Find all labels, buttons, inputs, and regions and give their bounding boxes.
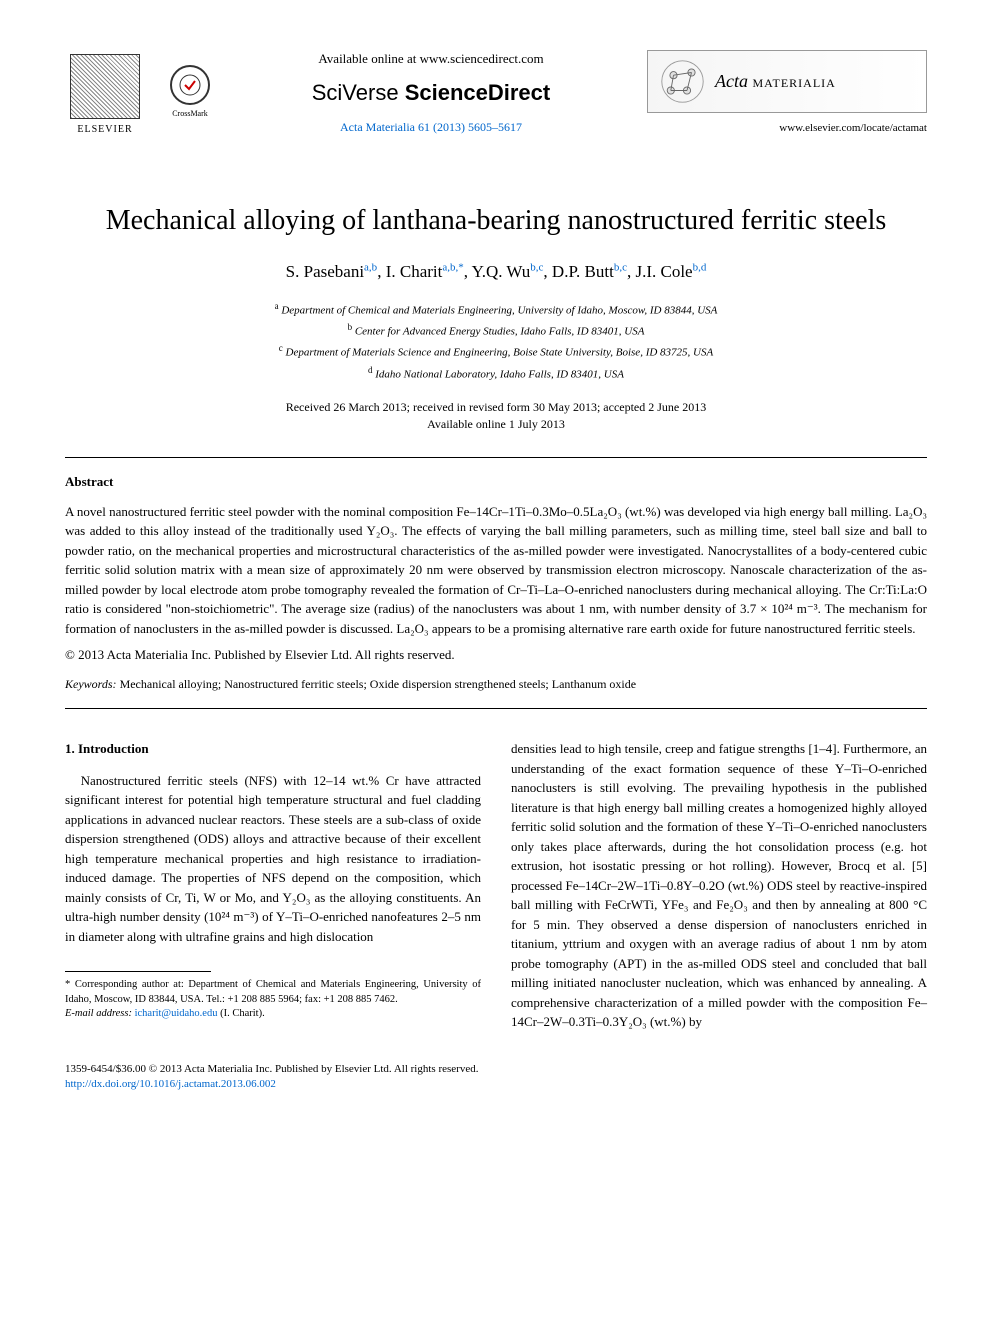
crossmark-badge[interactable]: CrossMark: [165, 65, 215, 125]
footnote-rule: [65, 971, 211, 972]
corresponding-author: * Corresponding author at: Department of…: [65, 978, 481, 1007]
sciverse-text: SciVerse: [312, 80, 399, 105]
footnote: * Corresponding author at: Department of…: [65, 978, 481, 1022]
email-label: E-mail address:: [65, 1008, 132, 1019]
affiliation-d: d Idaho National Laboratory, Idaho Falls…: [65, 363, 927, 384]
affiliation-a: a Department of Chemical and Materials E…: [65, 299, 927, 320]
available-online-text: Available online at www.sciencedirect.co…: [215, 50, 647, 68]
doi-link[interactable]: http://dx.doi.org/10.1016/j.actamat.2013…: [65, 1077, 927, 1092]
email-link[interactable]: icharit@uidaho.edu: [135, 1008, 218, 1019]
journal-acta: Acta: [715, 71, 748, 91]
rule-top: [65, 457, 927, 458]
sciencedirect-text: ScienceDirect: [405, 80, 551, 105]
keywords-text: Mechanical alloying; Nanostructured ferr…: [120, 677, 637, 691]
journal-name: Acta MATERIALIA: [715, 69, 836, 94]
intro-heading: 1. Introduction: [65, 739, 481, 759]
elsevier-tree-icon: [70, 54, 140, 119]
keywords: Keywords: Mechanical alloying; Nanostruc…: [65, 676, 927, 693]
abstract-heading: Abstract: [65, 473, 927, 491]
authors-list: S. Pasebania,b, I. Charita,b,*, Y.Q. Wub…: [65, 260, 927, 284]
article-dates: Received 26 March 2013; received in revi…: [65, 399, 927, 433]
email-name: (I. Charit).: [220, 1008, 265, 1019]
journal-icon: [660, 59, 705, 104]
affiliation-c: c Department of Materials Science and En…: [65, 341, 927, 362]
page-footer: 1359-6454/$36.00 © 2013 Acta Materialia …: [65, 1062, 927, 1093]
abstract-text: A novel nanostructured ferritic steel po…: [65, 502, 927, 639]
keywords-label: Keywords:: [65, 677, 117, 691]
affiliations: a Department of Chemical and Materials E…: [65, 299, 927, 384]
author-2[interactable]: I. Charita,b,*: [386, 262, 464, 281]
copyright-text: © 2013 Acta Materialia Inc. Published by…: [65, 646, 927, 664]
header-right: Acta MATERIALIA www.elsevier.com/locate/…: [647, 50, 927, 136]
rule-bottom: [65, 708, 927, 709]
header-center: Available online at www.sciencedirect.co…: [215, 50, 647, 161]
journal-badge[interactable]: Acta MATERIALIA: [647, 50, 927, 113]
crossmark-label: CrossMark: [172, 108, 208, 119]
author-1[interactable]: S. Pasebania,b: [286, 262, 378, 281]
online-date: Available online 1 July 2013: [65, 416, 927, 433]
author-3[interactable]: Y.Q. Wub,c: [472, 262, 544, 281]
article-title: Mechanical alloying of lanthana-bearing …: [65, 201, 927, 240]
journal-url[interactable]: www.elsevier.com/locate/actamat: [647, 121, 927, 136]
body-columns: 1. Introduction Nanostructured ferritic …: [65, 739, 927, 1032]
column-left: 1. Introduction Nanostructured ferritic …: [65, 739, 481, 1032]
author-4[interactable]: D.P. Buttb,c: [552, 262, 627, 281]
footer-price: 1359-6454/$36.00 © 2013 Acta Materialia …: [65, 1062, 927, 1077]
email-line: E-mail address: icharit@uidaho.edu (I. C…: [65, 1007, 481, 1022]
intro-col1-text: Nanostructured ferritic steels (NFS) wit…: [65, 771, 481, 947]
crossmark-icon: [170, 65, 210, 105]
sciencedirect-logo[interactable]: SciVerse ScienceDirect: [215, 78, 647, 109]
journal-materialia: MATERIALIA: [753, 76, 836, 90]
elsevier-logo[interactable]: ELSEVIER: [65, 50, 145, 140]
affiliation-b: b Center for Advanced Energy Studies, Id…: [65, 320, 927, 341]
elsevier-label: ELSEVIER: [77, 123, 132, 137]
author-5[interactable]: J.I. Coleb,d: [635, 262, 706, 281]
received-date: Received 26 March 2013; received in revi…: [65, 399, 927, 416]
intro-col2-text: densities lead to high tensile, creep an…: [511, 739, 927, 1032]
header-left: ELSEVIER CrossMark: [65, 50, 215, 140]
column-right: densities lead to high tensile, creep an…: [511, 739, 927, 1032]
header-row: ELSEVIER CrossMark Available online at w…: [65, 50, 927, 161]
citation-link[interactable]: Acta Materialia 61 (2013) 5605–5617: [215, 119, 647, 136]
